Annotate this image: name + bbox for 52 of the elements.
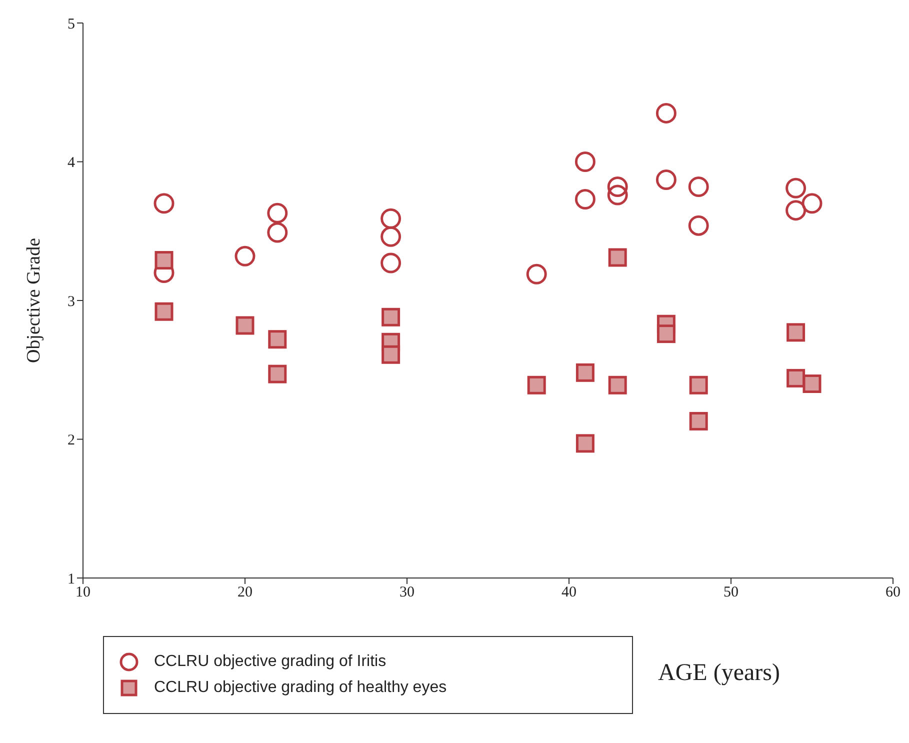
x-tick-label: 60	[886, 584, 900, 601]
point	[656, 324, 676, 344]
x-tick-label: 10	[76, 584, 90, 601]
point	[382, 308, 400, 326]
point	[382, 345, 400, 364]
point	[688, 215, 709, 236]
y-axis-title: Objective Grade	[24, 238, 45, 364]
point	[786, 178, 806, 198]
point	[267, 202, 288, 224]
x-tick-label: 50	[724, 584, 738, 601]
point	[608, 248, 627, 267]
point	[576, 434, 594, 453]
legend-label: CCLRU objective grading of healthy eyes	[154, 679, 447, 697]
y-tick-label: 2	[68, 432, 75, 449]
point	[786, 368, 806, 388]
point	[154, 193, 174, 214]
point	[786, 323, 806, 342]
point	[526, 264, 547, 284]
x-tick-label: 40	[562, 584, 576, 601]
point	[688, 176, 709, 197]
point	[802, 374, 822, 393]
point	[576, 363, 594, 382]
x-tick-label: 20	[238, 584, 252, 601]
y-tick-label: 1	[68, 571, 75, 588]
point	[154, 302, 174, 321]
point	[234, 246, 256, 266]
point	[154, 251, 174, 270]
point	[268, 364, 287, 384]
legend-label: CCLRU objective grading of Iritis	[154, 653, 386, 671]
point	[656, 102, 676, 124]
point	[380, 252, 402, 274]
y-tick-label: 3	[68, 294, 75, 310]
point	[689, 376, 708, 394]
x-axis-title: AGE (years)	[658, 660, 780, 687]
point	[527, 376, 546, 394]
point	[236, 316, 254, 335]
point	[380, 226, 402, 247]
y-tick-label: 5	[68, 16, 75, 32]
point	[608, 376, 627, 394]
point	[802, 193, 822, 214]
point	[574, 152, 596, 172]
point	[689, 412, 708, 430]
point	[607, 176, 628, 197]
point	[607, 184, 628, 206]
point	[574, 188, 596, 210]
y-tick-label: 4	[68, 155, 76, 172]
x-tick-label: 30	[400, 584, 414, 601]
point	[786, 200, 806, 221]
point	[380, 208, 402, 229]
point	[656, 170, 676, 190]
point	[268, 330, 287, 349]
point	[267, 222, 288, 243]
